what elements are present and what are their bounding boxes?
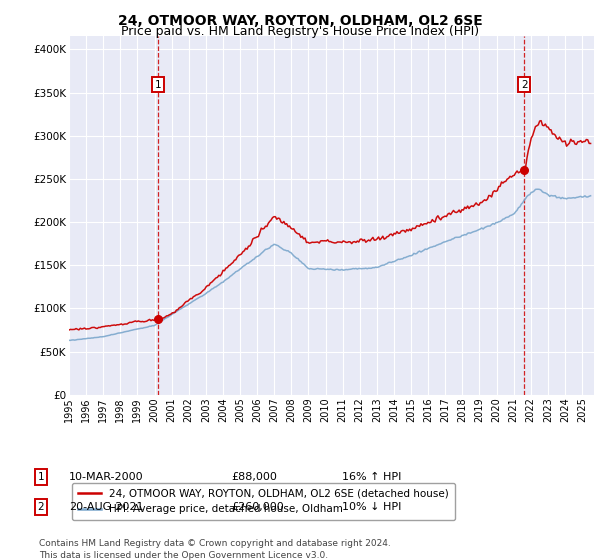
Text: £88,000: £88,000 [231,472,277,482]
Text: 1: 1 [37,472,44,482]
Text: 10-MAR-2000: 10-MAR-2000 [69,472,143,482]
Text: 1: 1 [154,80,161,90]
Text: 2: 2 [521,80,528,90]
Legend: 24, OTMOOR WAY, ROYTON, OLDHAM, OL2 6SE (detached house), HPI: Average price, de: 24, OTMOOR WAY, ROYTON, OLDHAM, OL2 6SE … [71,483,455,520]
Text: Price paid vs. HM Land Registry's House Price Index (HPI): Price paid vs. HM Land Registry's House … [121,25,479,38]
Text: 16% ↑ HPI: 16% ↑ HPI [342,472,401,482]
Text: 10% ↓ HPI: 10% ↓ HPI [342,502,401,512]
Text: 24, OTMOOR WAY, ROYTON, OLDHAM, OL2 6SE: 24, OTMOOR WAY, ROYTON, OLDHAM, OL2 6SE [118,14,482,28]
Text: Contains HM Land Registry data © Crown copyright and database right 2024.
This d: Contains HM Land Registry data © Crown c… [39,539,391,559]
Text: 20-AUG-2021: 20-AUG-2021 [69,502,143,512]
Text: £260,000: £260,000 [231,502,284,512]
Text: 2: 2 [37,502,44,512]
